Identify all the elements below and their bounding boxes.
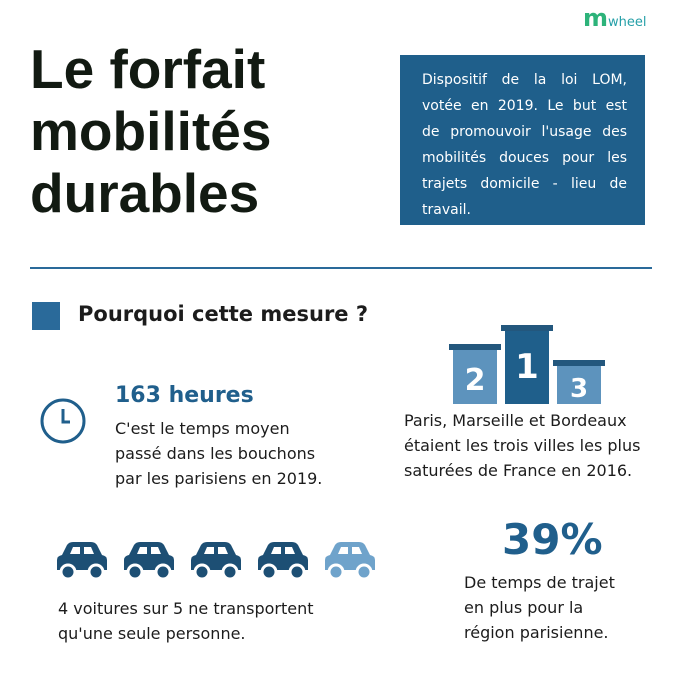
intro-line: Dispositif de la loi LOM, bbox=[422, 72, 627, 88]
text-line: étaient les trois villes les plus bbox=[404, 436, 641, 455]
divider bbox=[30, 267, 652, 269]
text-line: région parisienne. bbox=[464, 623, 609, 642]
logo: mwheel bbox=[583, 4, 647, 32]
podium-rank: 1 bbox=[515, 347, 539, 387]
title: Le forfait mobilités durables bbox=[30, 38, 271, 224]
intro-line: travail. bbox=[422, 202, 471, 218]
cars-icons bbox=[55, 540, 377, 581]
intro-line: trajets domicile - lieu de bbox=[422, 176, 627, 192]
hours-text: C'est le temps moyen passé dans les bouc… bbox=[115, 416, 322, 491]
text-line: C'est le temps moyen bbox=[115, 419, 290, 438]
podium-text: Paris, Marseille et Bordeaux étaient les… bbox=[404, 408, 640, 483]
text-line: qu'une seule personne. bbox=[58, 624, 246, 643]
clock-icon bbox=[40, 398, 86, 444]
percent-headline: 39% bbox=[502, 515, 603, 564]
intro-line: votée en 2019. Le but est bbox=[422, 98, 627, 114]
text-line: 4 voitures sur 5 ne transportent bbox=[58, 599, 314, 618]
logo-text: wheel bbox=[608, 15, 647, 30]
section-heading: Pourquoi cette mesure ? bbox=[78, 302, 369, 326]
intro-line: mobilités douces pour les bbox=[422, 150, 627, 166]
podium-rank: 3 bbox=[570, 374, 588, 404]
podium-rank: 2 bbox=[465, 363, 486, 398]
title-line: Le forfait bbox=[30, 38, 266, 100]
text-line: De temps de trajet bbox=[464, 573, 615, 592]
text-line: saturées de France en 2016. bbox=[404, 461, 633, 480]
text-line: en plus pour la bbox=[464, 598, 584, 617]
percent-text: De temps de trajet en plus pour la régio… bbox=[464, 570, 615, 645]
hours-headline: 163 heures bbox=[115, 383, 254, 408]
intro-box: Dispositif de la loi LOM, votée en 2019.… bbox=[400, 55, 645, 225]
podium-icon: 2 1 3 bbox=[449, 325, 605, 404]
logo-m: m bbox=[583, 4, 609, 32]
text-line: passé dans les bouchons bbox=[115, 444, 316, 463]
title-line: durables bbox=[30, 162, 260, 224]
cars-text: 4 voitures sur 5 ne transportent qu'une … bbox=[58, 596, 314, 646]
title-line: mobilités bbox=[30, 100, 272, 162]
text-line: Paris, Marseille et Bordeaux bbox=[404, 411, 627, 430]
text-line: par les parisiens en 2019. bbox=[115, 469, 323, 488]
intro-line: de promouvoir l'usage des bbox=[422, 124, 627, 140]
section-marker bbox=[32, 302, 60, 330]
